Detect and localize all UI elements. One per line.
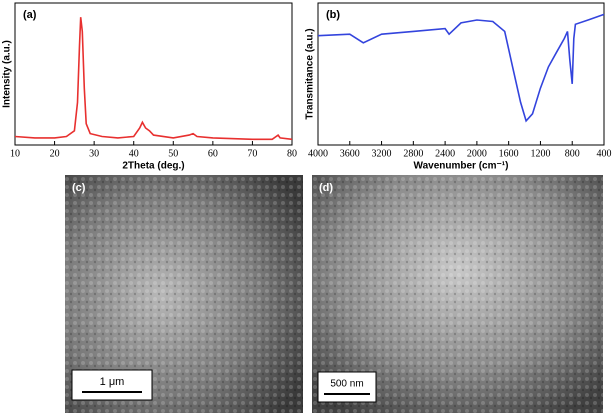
x-tick-label: 50 — [168, 148, 178, 159]
x-tick-label: 60 — [208, 148, 218, 159]
x-tick-label: 1200 — [530, 148, 550, 159]
y-axis-label: Transmitance (a.u.) — [305, 28, 316, 119]
scale-bar-box — [317, 371, 377, 403]
x-tick-label: 10 — [10, 148, 20, 159]
x-tick-label: 800 — [565, 148, 580, 159]
x-tick-label: 70 — [247, 148, 257, 159]
x-axis-label: Wavenumber (cm⁻¹) — [414, 161, 509, 172]
scale-bar-label: 500 nm — [330, 379, 363, 390]
panel-label: (c) — [72, 182, 86, 194]
data-line — [14, 17, 293, 141]
scale-bar-box — [71, 369, 153, 401]
x-tick-label: 2400 — [435, 148, 455, 159]
data-line — [317, 13, 605, 123]
plot-frame — [14, 2, 293, 146]
x-tick-label: 1600 — [499, 148, 519, 159]
sem-image-c: (c) 1 μm — [65, 175, 303, 413]
x-tick-label: 40 — [129, 148, 139, 159]
x-tick-label: 3200 — [372, 148, 392, 159]
plot-frame — [317, 2, 605, 146]
x-tick-label: 20 — [50, 148, 60, 159]
sem-image-d: (d) 500 nm — [312, 175, 603, 413]
x-tick-label: 4000 — [308, 148, 328, 159]
panel-label: (a) — [23, 9, 37, 21]
x-tick-label: 2000 — [467, 148, 487, 159]
panel-label: (b) — [326, 9, 340, 21]
x-tick-label: 30 — [89, 148, 99, 159]
panel-label: (d) — [319, 182, 333, 194]
x-tick-label: 400 — [597, 148, 612, 159]
y-axis-label: Intensity (a.u.) — [2, 40, 13, 108]
x-axis-label: 2Theta (deg.) — [122, 161, 184, 172]
x-tick-label: 2800 — [403, 148, 423, 159]
x-tick-label: 3600 — [340, 148, 360, 159]
scale-bar-label: 1 μm — [100, 376, 125, 388]
x-tick-label: 80 — [287, 148, 297, 159]
